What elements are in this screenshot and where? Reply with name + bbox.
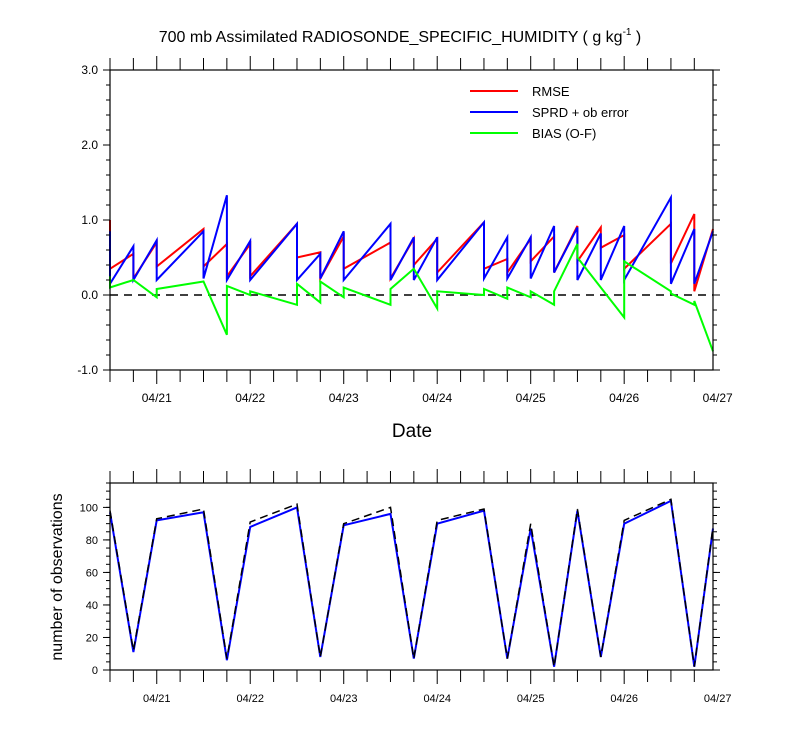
bottom-panel: 0 20 40 60 80 100 04/21 04/22 04/23 04/24 04/25 04/…: [80, 469, 732, 705]
bottom-y-axis-label: number of observations: [49, 493, 66, 660]
top-x-tick-label: 04/24: [422, 391, 452, 405]
top-series-line-1: [109, 213, 714, 292]
bottom-y-tick-label: 100: [80, 502, 98, 514]
bottom-x-tick-label: 04/24: [423, 693, 451, 705]
bottom-x-tick-label: 04/23: [330, 693, 358, 705]
chart-title-suffix: ): [631, 29, 641, 46]
top-x-tick-label: 04/23: [329, 391, 359, 405]
bottom-y-tick-label: 40: [86, 600, 98, 612]
top-y-tick-label: 0.0: [81, 288, 98, 302]
top-legend-label: SPRD + ob error: [532, 105, 629, 120]
bottom-plot-frame: [109, 482, 714, 671]
chart-title-exponent: -1: [623, 27, 632, 38]
top-y-tick-label: 1.0: [81, 213, 98, 227]
top-x-tick-label: 04/27: [703, 391, 733, 405]
bottom-y-tick-label: 20: [86, 632, 98, 644]
top-y-tick-label: 3.0: [81, 63, 98, 77]
top-panel: -1.0 0.0 1.0 2.0 3.0 04/21 04/22 04/23 04/24 04/2…: [77, 56, 733, 405]
bottom-x-tick-label: 04/21: [143, 693, 171, 705]
top-y-tick-label: -1.0: [77, 363, 98, 377]
top-x-tick-label: 04/21: [142, 391, 172, 405]
top-legend-label: BIAS (O-F): [532, 126, 596, 141]
bottom-x-tick-label: 04/25: [517, 693, 545, 705]
bottom-x-tick-label: 04/22: [236, 693, 264, 705]
bottom-series-line-2: [109, 498, 714, 667]
top-series-line-2: [109, 193, 714, 288]
bottom-y-tick-label: 0: [92, 665, 98, 677]
top-legend-label: RMSE: [532, 84, 570, 99]
chart-title: 700 mb Assimilated RADIOSONDE_SPECIFIC_H…: [159, 27, 642, 46]
bottom-y-tick-label: 80: [86, 535, 98, 547]
top-series-line-3: [109, 243, 714, 352]
chart-title-text: 700 mb Assimilated RADIOSONDE_SPECIFIC_H…: [159, 29, 623, 46]
bottom-y-tick-label: 60: [86, 567, 98, 579]
top-x-tick-label: 04/26: [609, 391, 639, 405]
top-x-tick-label: 04/25: [516, 391, 546, 405]
top-y-tick-label: 2.0: [81, 138, 98, 152]
top-x-axis-label: Date: [392, 421, 432, 442]
bottom-x-tick-label: 04/26: [610, 693, 638, 705]
top-x-tick-label: 04/22: [235, 391, 265, 405]
bottom-x-tick-label: 04/27: [704, 693, 732, 705]
bottom-series-line-1: [109, 499, 714, 667]
